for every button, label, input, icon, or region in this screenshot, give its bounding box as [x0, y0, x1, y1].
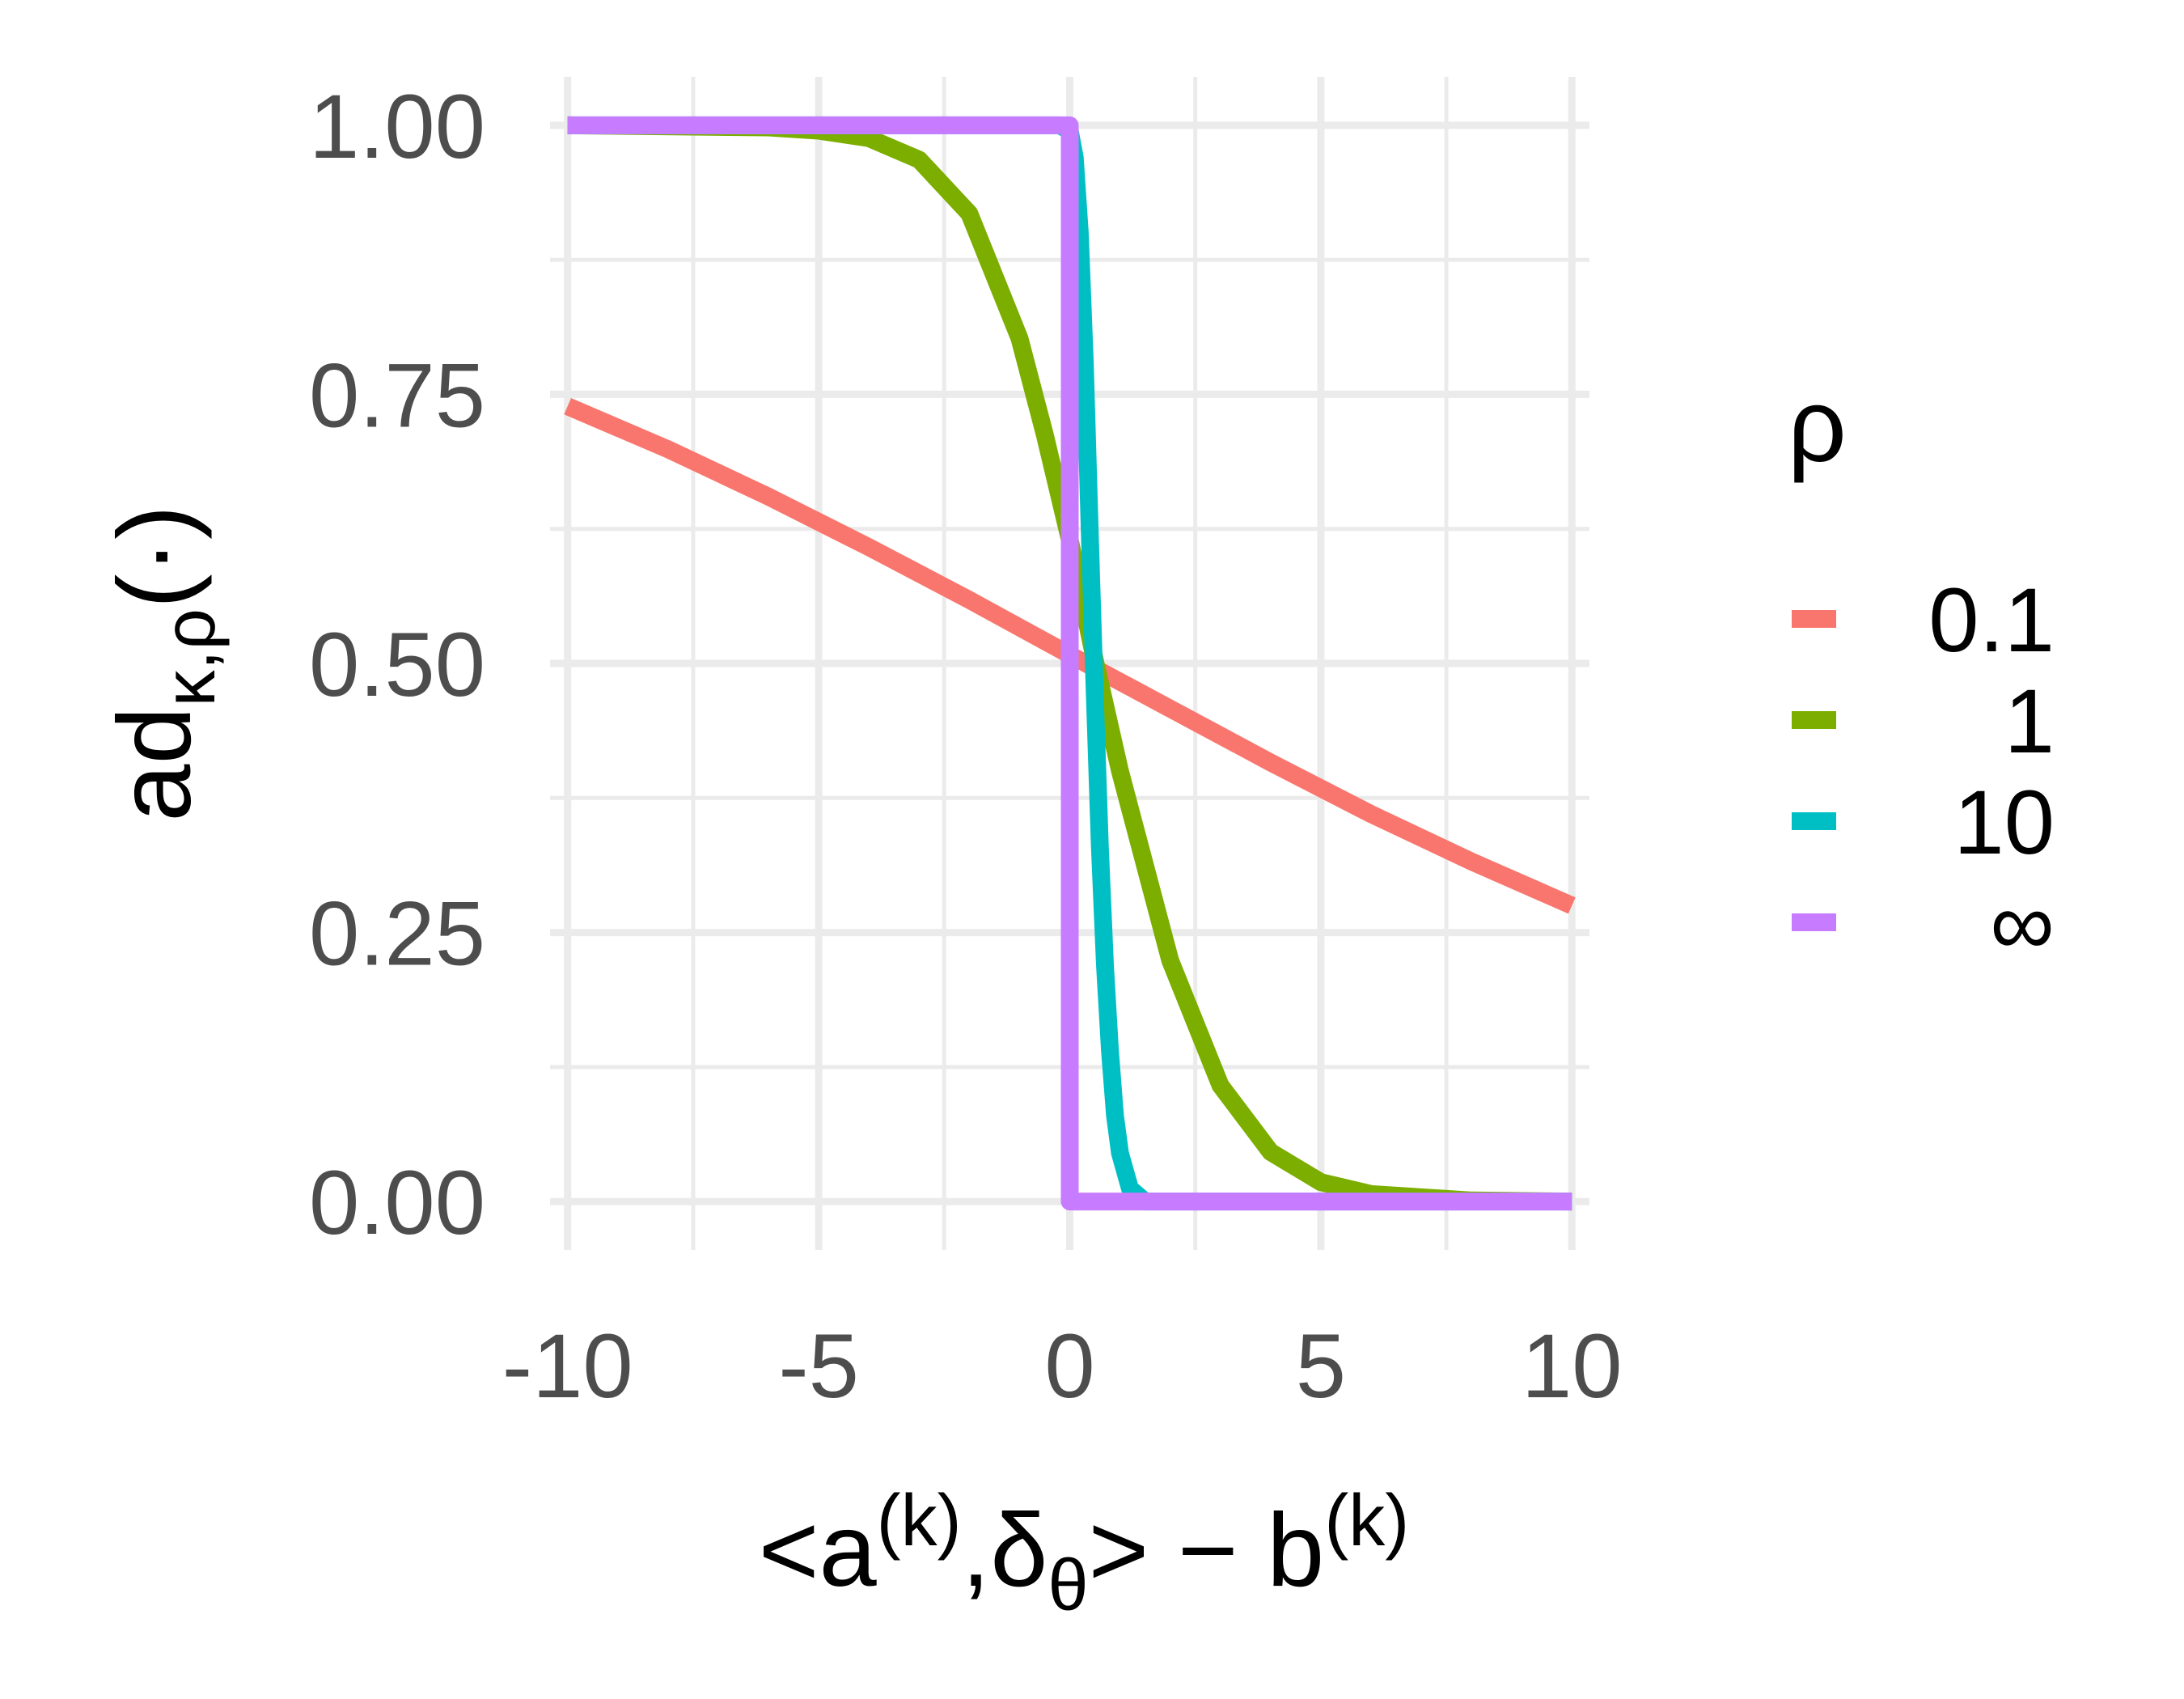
x-tick-label: -10	[502, 1316, 633, 1417]
y-tick-label: 0.25	[309, 883, 485, 985]
y-tick-label: 0.00	[309, 1152, 485, 1253]
series-lines	[564, 116, 1576, 1211]
y-tick-label: 1.00	[309, 76, 485, 177]
legend-label: 10	[1953, 772, 2055, 873]
series-line-1	[567, 116, 1572, 1211]
legend-label: 1	[2004, 671, 2055, 772]
y-axis-ticks: 0.00 0.25 0.50 0.75 1.00	[309, 76, 485, 1253]
legend-label: 0.1	[1928, 570, 2055, 671]
x-tick-label: -5	[778, 1316, 859, 1417]
x-axis-ticks: -10 -5 0 5 10	[502, 1316, 1623, 1417]
y-axis-title: adκ,ρ(·)	[97, 505, 231, 821]
x-tick-label: 0	[1044, 1316, 1094, 1417]
series-line-∞	[567, 116, 1572, 1211]
x-tick-label: 10	[1522, 1316, 1623, 1417]
x-axis-title: <a(k),δθ> − b(k)	[759, 1481, 1410, 1626]
y-tick-label: 0.75	[309, 345, 485, 446]
x-tick-label: 5	[1296, 1316, 1346, 1417]
legend-title: ρ	[1788, 368, 1847, 484]
legend-label: ∞	[1990, 873, 2055, 974]
y-tick-label: 0.50	[309, 614, 485, 715]
